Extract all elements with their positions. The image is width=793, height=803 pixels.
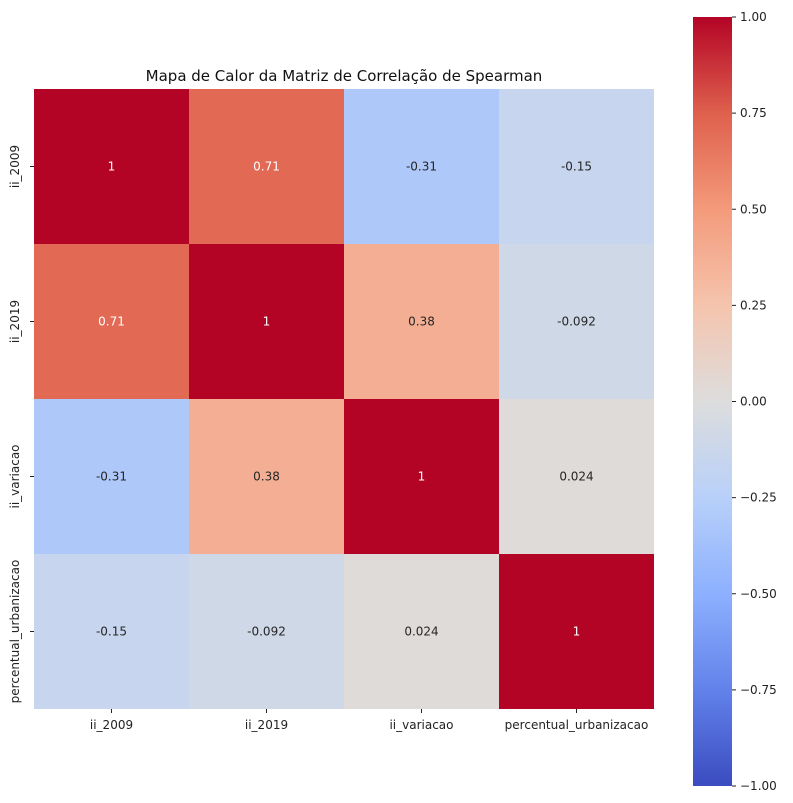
colorbar-tick-label: 0.75 [740, 106, 767, 120]
heatmap-cells: 1 0.71 -0.31 -0.15 0.71 1 0.38 -0.092 -0.31 0.38 1… [34, 89, 654, 709]
heatmap-cell [499, 399, 654, 554]
cell-value-label: -0.15 [96, 625, 127, 639]
cell-value-label: 0.71 [253, 160, 280, 174]
cell-value-label: 0.024 [559, 470, 593, 484]
chart-title: Mapa de Calor da Matriz de Correlação de… [146, 67, 543, 85]
x-tick-label: ii_2019 [245, 718, 288, 732]
colorbar-tick-label: 0.25 [740, 298, 767, 312]
colorbar-tick-label: 0.50 [740, 202, 767, 216]
colorbar: 1.00 0.75 0.50 0.25 0.00 −0.25 −0.50 −0.75 −1.00 [693, 10, 777, 793]
heatmap-cell [344, 399, 499, 554]
x-tick-label: ii_2009 [90, 718, 133, 732]
heatmap-cell [344, 554, 499, 709]
colorbar-tick-label: −1.00 [740, 779, 777, 793]
heatmap-cell [499, 244, 654, 399]
heatmap-cell [499, 554, 654, 709]
cell-value-label: 0.38 [408, 315, 435, 329]
heatmap-cell [189, 244, 344, 399]
cell-value-label: -0.15 [561, 160, 592, 174]
colorbar-tick-label: 0.00 [740, 395, 767, 409]
colorbar-gradient [693, 17, 732, 786]
heatmap-cell [189, 89, 344, 244]
x-axis-ticks: ii_2009 ii_2019 ii_variacao percentual_urba… [90, 709, 648, 732]
cell-value-label: -0.092 [557, 315, 596, 329]
heatmap-cell [34, 89, 189, 244]
cell-value-label: 1 [573, 625, 581, 639]
x-tick-label: percentual_urbanizacao [505, 718, 649, 732]
y-tick-label: ii_variacao [8, 444, 22, 508]
heatmap-cell [344, 89, 499, 244]
heatmap-cell [344, 244, 499, 399]
colorbar-tick-label: −0.50 [740, 587, 777, 601]
heatmap-cell [499, 89, 654, 244]
cell-value-label: 1 [108, 160, 116, 174]
colorbar-tick-label: −0.25 [740, 491, 777, 505]
x-tick-label: ii_variacao [389, 718, 453, 732]
cell-value-label: -0.31 [406, 160, 437, 174]
y-tick-label: percentual_urbanizacao [8, 560, 22, 704]
cell-value-label: 0.71 [98, 315, 125, 329]
cell-value-label: -0.092 [247, 625, 286, 639]
cell-value-label: 0.38 [253, 470, 280, 484]
y-tick-label: ii_2019 [8, 300, 22, 343]
colorbar-tick-label: 1.00 [740, 10, 767, 24]
heatmap-cell [34, 554, 189, 709]
cell-value-label: 0.024 [404, 625, 438, 639]
y-axis-ticks: ii_2009 ii_2019 ii_variacao percentual_urba… [8, 145, 34, 703]
heatmap-cell [189, 399, 344, 554]
heatmap-cell [34, 399, 189, 554]
colorbar-tick-label: −0.75 [740, 683, 777, 697]
cell-value-label: -0.31 [96, 470, 127, 484]
heatmap-cell [34, 244, 189, 399]
heatmap-cell [189, 554, 344, 709]
cell-value-label: 1 [418, 470, 426, 484]
cell-value-label: 1 [263, 315, 271, 329]
y-tick-label: ii_2009 [8, 145, 22, 188]
